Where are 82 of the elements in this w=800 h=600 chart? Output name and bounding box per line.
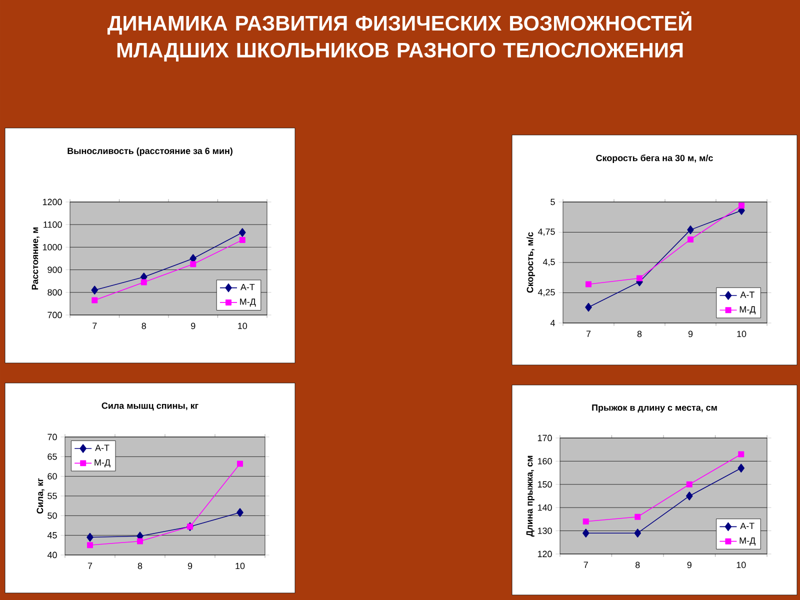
- point: [738, 202, 745, 209]
- y-tick-label: 65: [48, 453, 57, 460]
- chart-title: Скорость бега на 30 м, м/с: [596, 154, 713, 163]
- point: [585, 302, 592, 312]
- y-tick-label: 4,75: [538, 228, 555, 236]
- y-tick-label: 4,5: [542, 258, 555, 266]
- x-tick-label: 7: [584, 562, 588, 568]
- y-tick-label: 1100: [44, 221, 62, 228]
- y-tick-label: 170: [538, 434, 552, 442]
- x-tick-label: 7: [88, 562, 92, 569]
- x-tick-label: 9: [188, 562, 192, 570]
- y-tick-label: 1200: [42, 198, 62, 206]
- x-tick-label: 10: [737, 330, 746, 338]
- legend-label: М-Д: [740, 537, 756, 546]
- y-tick-label: 4: [550, 320, 555, 326]
- point: [634, 528, 642, 538]
- point: [688, 236, 694, 242]
- x-tick-label: 10: [236, 562, 245, 570]
- point: [686, 481, 692, 488]
- y-tick-label: 700: [48, 312, 62, 318]
- y-tick-label: 800: [48, 289, 62, 296]
- y-tick-label: 120: [538, 550, 552, 558]
- x-tick-label: 8: [138, 562, 142, 570]
- y-axis-title: Скорость, м/с: [526, 232, 535, 293]
- point: [140, 279, 147, 286]
- y-tick-label: 150: [538, 481, 552, 488]
- point: [634, 514, 641, 520]
- point: [190, 261, 196, 268]
- y-axis-title: Сила, кг: [36, 478, 44, 514]
- y-tick-label: 60: [48, 473, 57, 480]
- point: [92, 297, 98, 304]
- legend-label: А-Т: [240, 284, 255, 290]
- point: [91, 286, 98, 295]
- x-tick-label: 7: [92, 322, 97, 329]
- chart-title: Сила мышц спины, кг: [102, 402, 198, 411]
- y-tick-label: 160: [538, 458, 552, 464]
- point: [582, 528, 590, 538]
- y-tick-label: 55: [48, 492, 57, 500]
- point: [738, 464, 745, 473]
- x-tick-label: 9: [687, 562, 692, 568]
- point: [239, 236, 246, 243]
- legend-label: А-Т: [740, 522, 754, 530]
- y-tick-label: 900: [48, 266, 62, 273]
- x-tick-label: 9: [191, 322, 196, 330]
- legend-label: А-Т: [95, 444, 110, 451]
- text: ДИНАМИКА РАЗВИТИЯ ФИЗИЧЕСКИХ ВОЗМОЖНОСТЕЙ МЛАДШИХ ШКОЛЬНИКОВ РАЗНОГО ТЕЛОСЛОЖЕНИЯ: [108, 12, 692, 62]
- x-tick-label: 8: [636, 562, 640, 568]
- legend-label: А-Т: [740, 292, 754, 298]
- point: [582, 518, 589, 525]
- point: [86, 532, 94, 542]
- point: [87, 542, 94, 548]
- legend-label: М-Д: [740, 306, 756, 314]
- legend-label: М-Д: [240, 298, 256, 307]
- point: [586, 281, 592, 288]
- y-tick-label: 130: [538, 528, 552, 534]
- chart-title: Прыжок в длину с места, см: [592, 404, 717, 413]
- x-tick-label: 9: [688, 330, 693, 338]
- x-tick-label: 7: [586, 330, 591, 337]
- y-tick-label: 4,25: [538, 289, 555, 296]
- x-tick-label: 10: [736, 562, 746, 568]
- point: [237, 460, 244, 467]
- y-tick-label: 5: [550, 198, 555, 206]
- x-tick-label: 8: [637, 330, 642, 338]
- y-tick-label: 45: [47, 532, 57, 538]
- y-tick-label: 40: [47, 552, 57, 558]
- chart-title: Выносливость (расстояние за 6 мин): [68, 148, 232, 156]
- point: [636, 275, 643, 282]
- y-tick-label: 1000: [42, 244, 62, 250]
- y-tick-label: 50: [48, 512, 57, 519]
- y-tick-label: 70: [48, 434, 57, 440]
- point: [687, 225, 694, 234]
- point: [238, 228, 246, 237]
- x-tick-label: 10: [238, 322, 248, 330]
- y-axis-title: Расстояние, м: [32, 228, 40, 290]
- y-tick-label: 140: [538, 504, 552, 511]
- point: [738, 451, 744, 458]
- x-tick-label: 8: [142, 322, 146, 330]
- point: [686, 492, 693, 500]
- point: [236, 508, 244, 517]
- y-axis-title: Длина прыжка, см: [526, 456, 534, 537]
- legend-label: М-Д: [94, 459, 110, 468]
- point: [137, 538, 144, 544]
